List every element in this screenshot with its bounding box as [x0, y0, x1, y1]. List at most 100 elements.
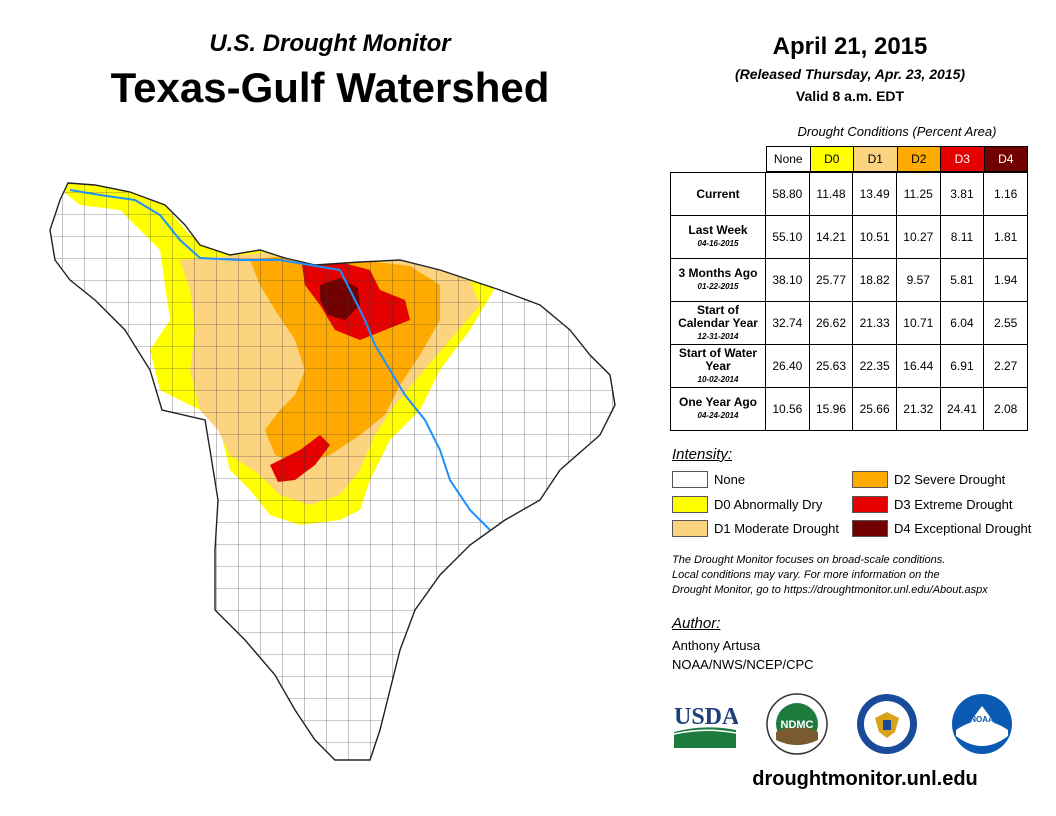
legend-label: D0 Abnormally Dry — [714, 497, 823, 512]
col-d1: D1 — [853, 146, 898, 172]
cell: 10.56 — [765, 387, 810, 431]
ndmc-logo-icon: NDMC — [766, 693, 828, 755]
row-label-text: One Year Ago — [678, 395, 758, 409]
cell: 14.21 — [808, 215, 854, 259]
author-title: Author: — [672, 615, 721, 632]
cell: 26.62 — [808, 301, 854, 345]
cell: 55.10 — [765, 215, 810, 259]
cell: 21.32 — [895, 387, 941, 431]
cell: 18.82 — [852, 258, 897, 302]
legend-swatch — [852, 520, 888, 537]
table-row: 3 Months Ago 01-22-2015 38.10 25.77 18.82… — [670, 258, 1028, 302]
cell: 5.81 — [939, 258, 985, 302]
row-date: 12-31-2014 — [697, 331, 739, 341]
legend-label: D3 Extreme Drought — [894, 497, 1013, 512]
disclaimer-note: The Drought Monitor focuses on broad-sca… — [672, 553, 1052, 598]
legend-title: Intensity: — [672, 446, 733, 463]
note-line: Drought Monitor, go to https://droughtmo… — [672, 584, 988, 596]
author-org: NOAA/NWS/NCEP/CPC — [672, 657, 814, 672]
table-row: Start of Calendar Year 12-31-2014 32.74 2… — [670, 301, 1028, 345]
row-date: 01-22-2015 — [697, 282, 739, 291]
trinity-river — [339, 269, 491, 531]
legend-swatch — [672, 520, 708, 537]
cell: 32.74 — [765, 301, 810, 345]
cell: 58.80 — [765, 172, 810, 216]
row-label: Start of Calendar Year 12-31-2014 — [670, 301, 766, 345]
ndmc-logo-text: NDMC — [781, 719, 814, 731]
legend-label: D1 Moderate Drought — [714, 521, 840, 536]
noaa-logo-icon: NOAA — [952, 694, 1012, 754]
cell: 1.94 — [983, 258, 1028, 302]
cell: 10.51 — [852, 215, 897, 259]
cell: 25.63 — [808, 344, 854, 388]
cell: 2.55 — [983, 301, 1028, 345]
col-d4: D4 — [983, 146, 1028, 172]
legend-label: D2 Severe Drought — [894, 472, 1006, 487]
col-d3: D3 — [940, 146, 985, 172]
cell: 9.57 — [895, 258, 941, 302]
row-label: Last Week 04-16-2015 — [670, 215, 766, 259]
basin-outline — [49, 182, 616, 761]
drought-shading — [50, 183, 615, 760]
cell: 8.11 — [939, 215, 985, 259]
release-date: (Released Thursday, Apr. 23, 2015) — [734, 66, 966, 82]
row-label: Current — [670, 172, 766, 216]
note-line: The Drought Monitor focuses on broad-sca… — [672, 554, 946, 566]
map-subtitle: U.S. Drought Monitor — [209, 30, 451, 57]
cell: 3.81 — [939, 172, 985, 216]
row-label-text: Current — [696, 186, 740, 201]
legend-label: None — [714, 472, 746, 487]
cell: 25.66 — [852, 387, 897, 431]
cell: 1.81 — [983, 215, 1028, 259]
table-row: Current 58.80 11.48 13.49 11.25 3.81 1.1… — [670, 172, 1028, 216]
author-name: Anthony Artusa — [672, 638, 761, 653]
cell: 16.44 — [895, 344, 941, 388]
usda-logo-icon: USDA — [673, 704, 738, 748]
cell: 2.27 — [983, 344, 1028, 388]
map-title: Texas-Gulf Watershed — [110, 64, 550, 111]
cell: 6.91 — [939, 344, 985, 388]
cell: 10.71 — [895, 301, 941, 345]
table-row: Start of Water Year 10-02-2014 26.40 25.6… — [670, 344, 1028, 388]
legend-label: D4 Exceptional Drought — [894, 521, 1032, 536]
cell: 11.48 — [808, 172, 854, 216]
row-date: 04-24-2014 — [697, 411, 739, 420]
usda-logo-text: USDA — [674, 704, 738, 730]
legend-item-d4: D4 Exceptional Drought — [852, 520, 1031, 537]
legend-item-d0: D0 Abnormally Dry — [672, 496, 822, 513]
row-label-text: Start of Calendar Year — [678, 302, 758, 330]
commerce-seal-icon — [857, 694, 917, 754]
cell: 21.33 — [852, 301, 897, 345]
table-header: None D0 D1 D2 D3 D4 — [766, 146, 1028, 172]
col-none: None — [766, 146, 811, 172]
cell: 38.10 — [765, 258, 810, 302]
watershed-map — [49, 182, 616, 761]
map-date: April 21, 2015 — [772, 33, 928, 60]
cell: 25.77 — [808, 258, 854, 302]
legend-swatch — [672, 496, 708, 513]
cell: 22.35 — [852, 344, 897, 388]
legend-swatch — [672, 471, 708, 488]
cell: 26.40 — [765, 344, 810, 388]
col-d0: D0 — [809, 146, 854, 172]
row-label: 3 Months Ago 01-22-2015 — [670, 258, 766, 302]
row-date: 10-02-2014 — [697, 374, 739, 384]
table-row: Last Week 04-16-2015 55.10 14.21 10.51 10… — [670, 215, 1028, 259]
row-label: One Year Ago 04-24-2014 — [670, 387, 766, 431]
legend-swatch — [852, 496, 888, 513]
row-label: Start of Water Year 10-02-2014 — [670, 344, 766, 388]
row-label-text: 3 Months Ago — [678, 266, 758, 280]
cell: 15.96 — [808, 387, 854, 431]
table-row: One Year Ago 04-24-2014 10.56 15.96 25.66… — [670, 387, 1028, 431]
cell: 13.49 — [852, 172, 897, 216]
noaa-logo-text: NOAA — [970, 715, 994, 724]
legend-swatch — [852, 471, 888, 488]
website-url: droughtmonitor.unl.edu — [752, 768, 978, 790]
county-lines — [50, 183, 615, 760]
legend-item-none: None — [672, 471, 745, 488]
cell: 1.16 — [983, 172, 1028, 216]
drought-table: Current 58.80 11.48 13.49 11.25 3.81 1.1… — [670, 172, 1028, 431]
row-label-text: Last Week — [688, 223, 748, 237]
cell: 6.04 — [939, 301, 985, 345]
row-date: 04-16-2015 — [697, 239, 739, 248]
